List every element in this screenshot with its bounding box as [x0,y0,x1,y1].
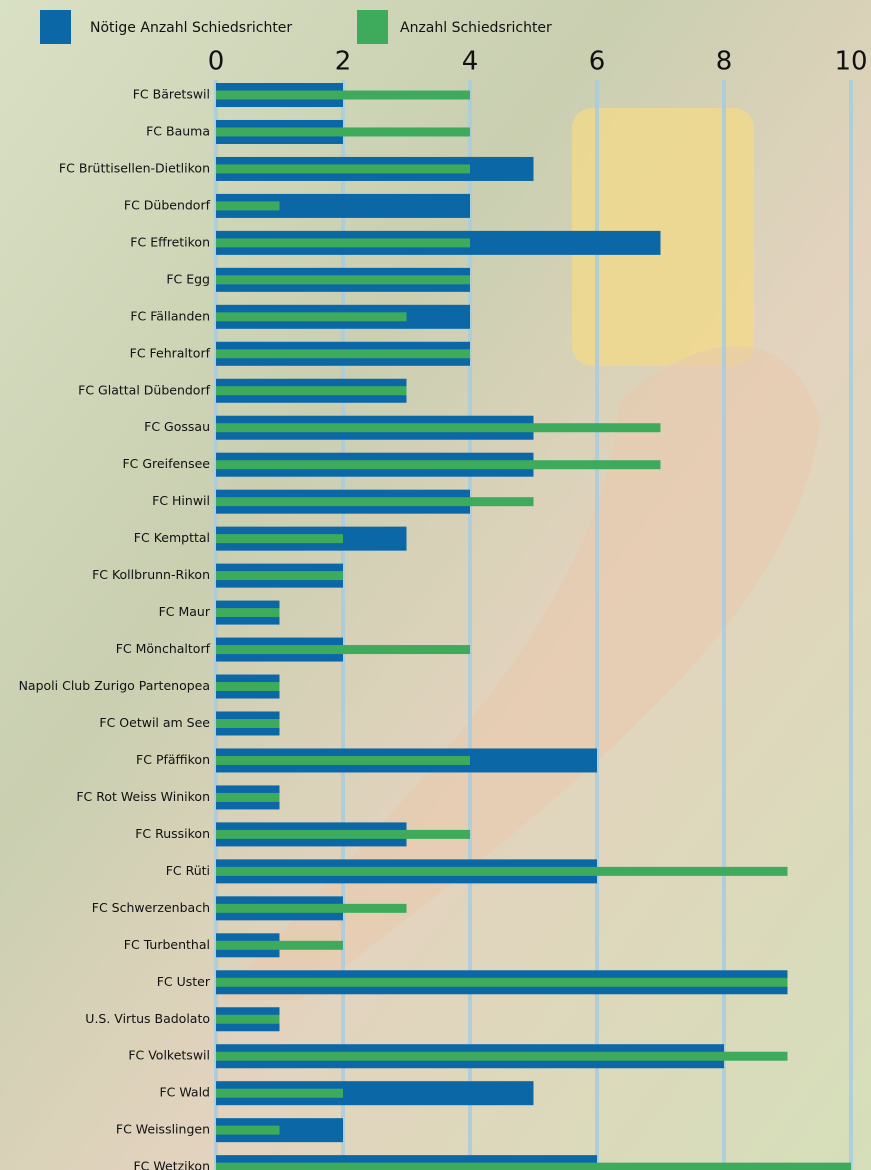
bar [216,164,470,173]
x-tick-label: 6 [589,47,606,77]
y-tick-label: FC Weisslingen [116,1122,210,1137]
legend-label: Nötige Anzahl Schiedsrichter [90,20,292,36]
bar [216,201,280,210]
bar [216,830,470,839]
bar [216,867,788,876]
bar [216,719,280,728]
bar [216,497,534,506]
bar [216,386,407,395]
y-tick-label: FC Mönchaltorf [116,641,211,656]
y-tick-label: FC Brüttisellen-Dietlikon [59,160,210,175]
x-tick-label: 0 [208,47,225,77]
y-tick-label: FC Wetzikon [133,1159,210,1170]
bar [216,904,407,913]
bar [216,571,343,580]
bar [216,534,343,543]
bar [216,1163,851,1170]
bar [216,941,343,950]
y-tick-label: FC Turbenthal [124,937,210,952]
bar [216,460,661,469]
bar [216,645,470,654]
y-tick-label: FC Oetwil am See [99,715,210,730]
y-tick-label: FC Volketswil [128,1048,210,1063]
chart: Nötige Anzahl Schiedsrichter Anzahl Schie… [0,0,871,1170]
y-tick-label: U.S. Virtus Badolato [85,1011,210,1026]
y-tick-label: FC Egg [166,271,210,286]
bar [216,238,470,247]
legend-swatch [40,10,71,44]
y-tick-label: FC Gossau [144,419,210,434]
x-tick-label: 10 [834,47,867,77]
bar [216,793,280,802]
bar [216,275,470,284]
y-tick-label: FC Maur [159,604,211,619]
bar [216,423,661,432]
y-tick-label: FC Effretikon [130,234,210,249]
y-tick-label: FC Bäretswil [133,87,210,102]
bar [216,1126,280,1135]
y-tick-label: FC Schwerzenbach [92,900,210,915]
y-tick-label: FC Uster [157,974,211,989]
y-tick-label: FC Russikon [135,826,210,841]
y-tick-label: Napoli Club Zurigo Partenopea [19,678,210,693]
x-tick-label: 8 [716,47,733,77]
bar [216,608,280,617]
y-tick-label: FC Fehraltorf [130,345,211,360]
legend-swatch [357,10,388,44]
y-tick-label: FC Wald [159,1085,210,1100]
y-tick-label: FC Hinwil [152,493,210,508]
bar [216,978,788,987]
bar [216,1052,788,1061]
y-tick-label: FC Kollbrunn-Rikon [92,567,210,582]
y-tick-label: FC Bauma [146,123,210,138]
bar [216,1015,280,1024]
y-tick-label: FC Kempttal [134,530,210,545]
bar [216,1089,343,1098]
bar [216,127,470,136]
y-tick-label: FC Pfäffikon [136,752,210,767]
bar [216,312,407,321]
bar [216,349,470,358]
bar [216,91,470,100]
x-tick-label: 2 [335,47,352,77]
y-tick-label: FC Greifensee [122,456,210,471]
y-tick-label: FC Rüti [166,863,210,878]
y-tick-label: FC Rot Weiss Winikon [76,789,210,804]
y-tick-label: FC Glattal Dübendorf [78,382,210,397]
y-tick-label: FC Dübendorf [124,197,211,212]
bar [216,682,280,691]
bar [216,756,470,765]
legend-label: Anzahl Schiedsrichter [400,20,552,36]
x-tick-label: 4 [462,47,479,77]
y-tick-label: FC Fällanden [130,308,210,323]
